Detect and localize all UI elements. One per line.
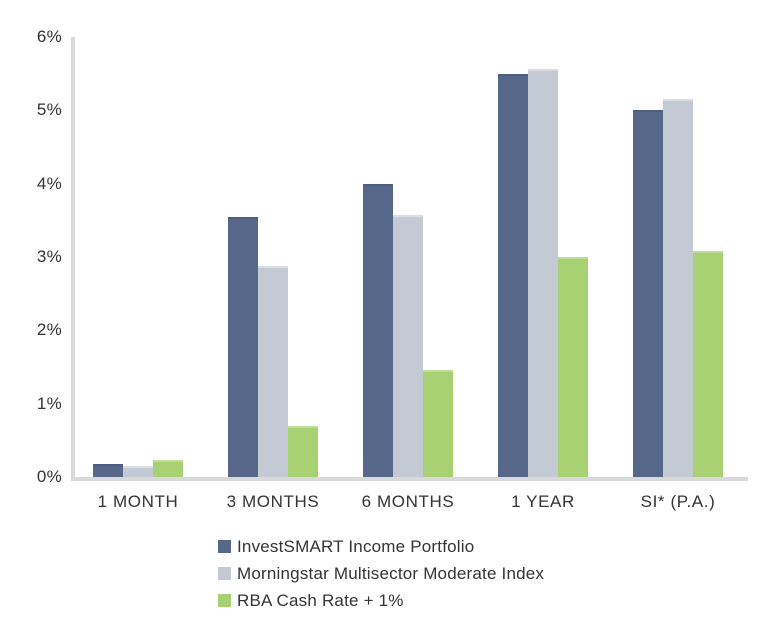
- x-category-label: SI* (P.A.): [640, 492, 716, 511]
- bar-series1-cat1: [93, 464, 123, 477]
- y-tick-label: 3%: [36, 247, 62, 266]
- bar-series1-cat4: [498, 74, 528, 477]
- y-axis-line: [71, 37, 75, 481]
- legend-item: RBA Cash Rate + 1%: [218, 587, 544, 614]
- y-tick-label: 4%: [36, 173, 62, 193]
- legend-label: Morningstar Multisector Moderate Index: [237, 563, 545, 583]
- bar-series2-cat1: [123, 466, 153, 477]
- bar-series3-cat4: [558, 257, 588, 477]
- legend-label: InvestSMART Income Portfolio: [237, 536, 475, 556]
- bar-series3-cat2: [288, 426, 318, 477]
- x-category-label: 3 MONTHS: [226, 492, 320, 511]
- legend-swatch-icon: [218, 567, 231, 580]
- legend-swatch-icon: [218, 594, 231, 607]
- bar-series1-cat5: [633, 110, 663, 477]
- legend-label: RBA Cash Rate + 1%: [237, 590, 404, 610]
- x-category-label: 1 MONTH: [97, 492, 179, 511]
- bar-series2-cat3: [393, 215, 423, 477]
- legend-item: Morningstar Multisector Moderate Index: [218, 560, 544, 587]
- x-category-label: 6 MONTHS: [361, 492, 455, 511]
- x-category-label: 1 YEAR: [511, 492, 575, 511]
- bar-series2-cat5: [663, 99, 693, 477]
- y-tick-label: 1%: [36, 393, 62, 413]
- y-tick-label: 0%: [36, 467, 62, 486]
- bar-series3-cat3: [423, 370, 453, 477]
- bar-series3-cat5: [693, 251, 723, 477]
- y-tick-label: 6%: [36, 27, 62, 46]
- chart-legend: InvestSMART Income Portfolio Morningstar …: [218, 533, 544, 614]
- legend-item: InvestSMART Income Portfolio: [218, 533, 544, 560]
- bar-series2-cat4: [528, 69, 558, 477]
- bar-series1-cat2: [228, 217, 258, 477]
- x-axis-baseline: [71, 477, 748, 481]
- y-tick-label: 5%: [36, 100, 62, 120]
- legend-swatch-icon: [218, 540, 231, 553]
- bar-series2-cat2: [258, 266, 288, 477]
- bar-series1-cat3: [363, 184, 393, 477]
- bar-series3-cat1: [153, 460, 183, 477]
- y-tick-label: 2%: [36, 320, 62, 340]
